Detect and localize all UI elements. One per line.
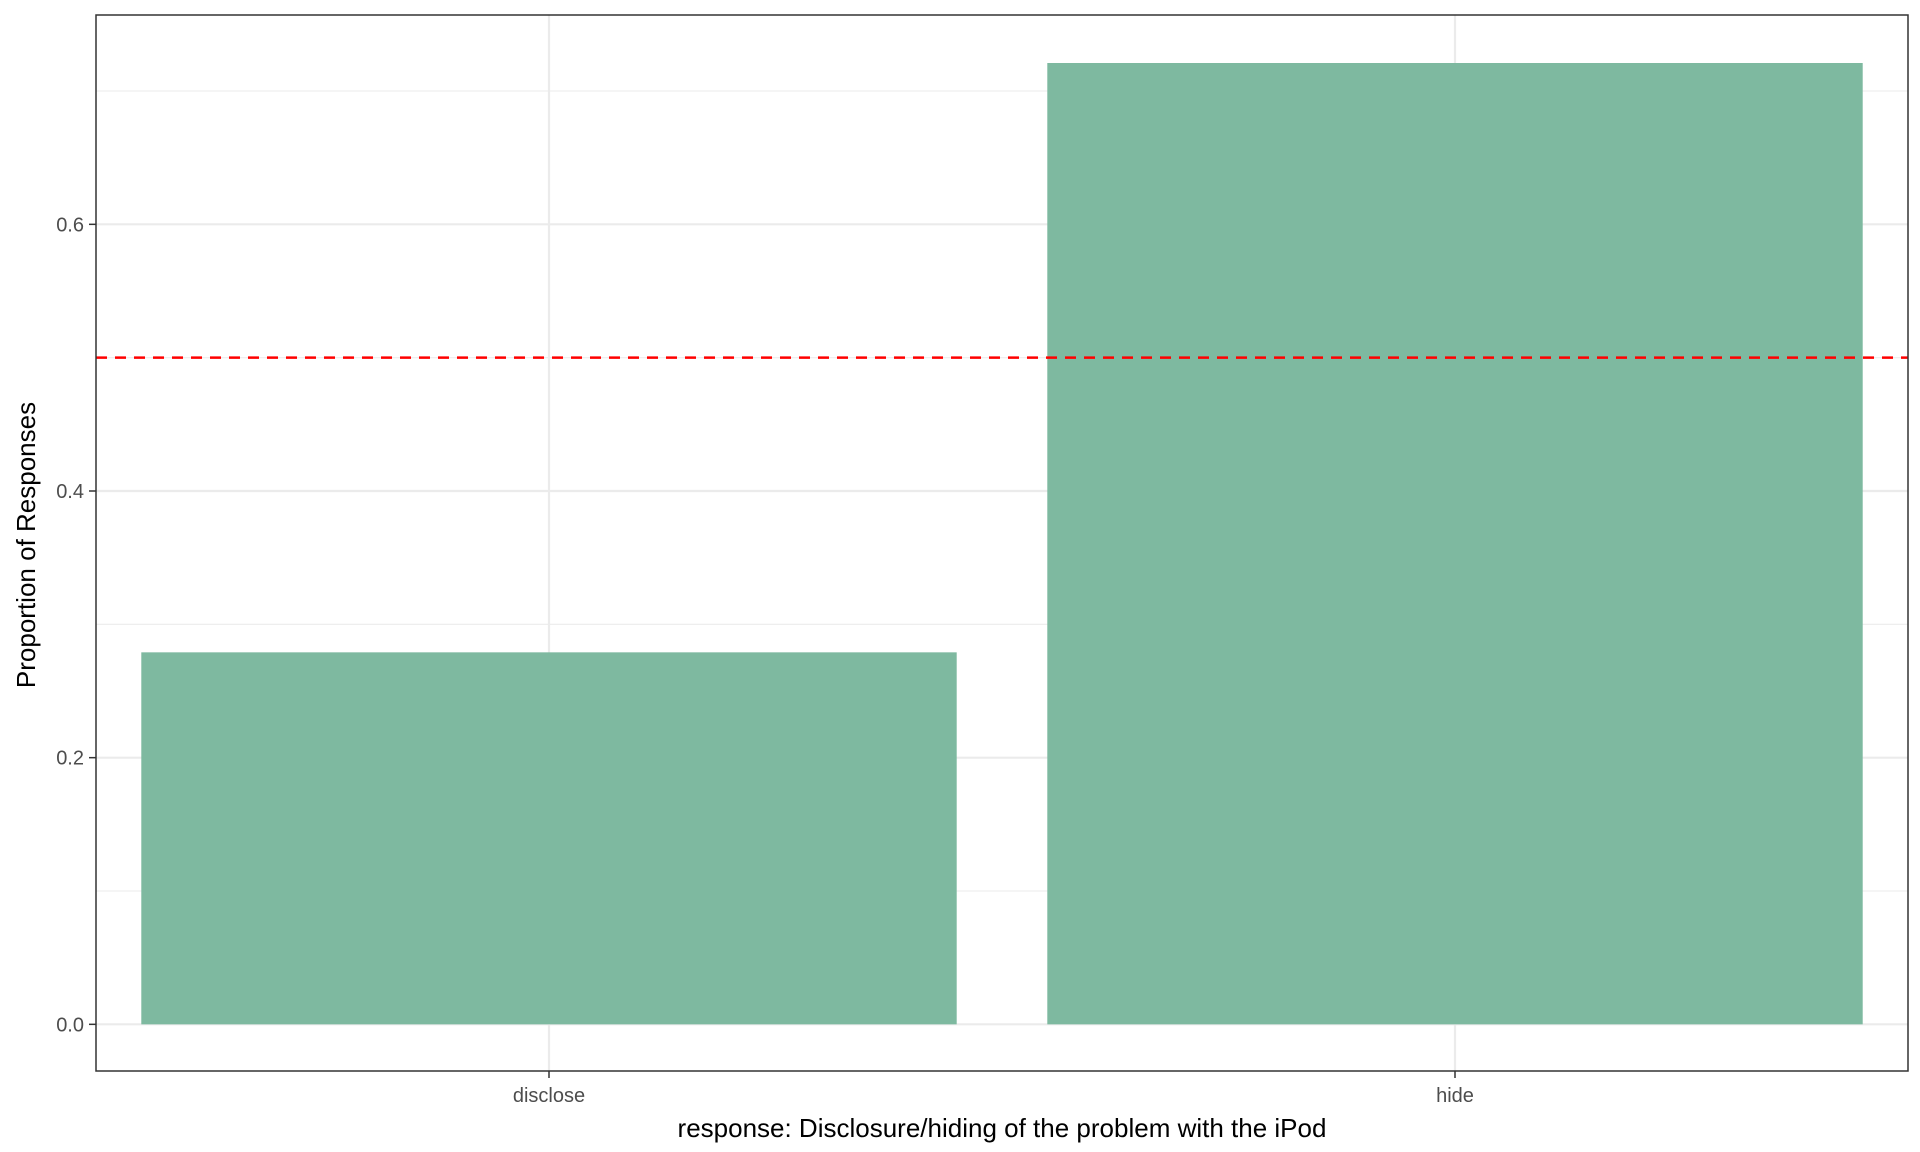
y-tick-label: 0.2 — [56, 748, 84, 770]
y-tick-label: 0.4 — [56, 481, 84, 503]
y-axis-title: Proportion of Responses — [11, 402, 41, 688]
axis-ticks: 0.0 0.2 0.4 0.6 disclose hide — [56, 214, 1474, 1107]
x-tick-label: hide — [1436, 1085, 1474, 1107]
bars — [141, 63, 1863, 1025]
bar-hide — [1047, 63, 1863, 1025]
x-axis-title: response: Disclosure/hiding of the probl… — [678, 1113, 1327, 1143]
x-tick-label: disclose — [513, 1085, 585, 1107]
y-tick-label: 0.6 — [56, 214, 84, 236]
bar-disclose — [141, 652, 957, 1025]
y-tick-label: 0.0 — [56, 1014, 84, 1036]
panel-border — [95, 14, 1909, 1072]
